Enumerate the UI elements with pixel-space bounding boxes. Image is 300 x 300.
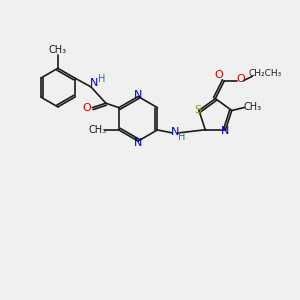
Text: N: N: [134, 90, 142, 100]
Text: N: N: [221, 126, 230, 136]
Text: CH₃: CH₃: [49, 45, 67, 55]
Text: O: O: [236, 74, 245, 84]
Text: CH₃: CH₃: [88, 125, 106, 135]
Text: CH₃: CH₃: [244, 102, 262, 112]
Text: S: S: [194, 106, 201, 116]
Text: N: N: [134, 138, 142, 148]
Text: H: H: [178, 132, 186, 142]
Text: O: O: [214, 70, 223, 80]
Text: H: H: [98, 74, 105, 84]
Text: O: O: [83, 103, 92, 112]
Text: CH₂CH₃: CH₂CH₃: [249, 69, 282, 78]
Text: N: N: [171, 127, 179, 137]
Text: N: N: [90, 78, 98, 88]
